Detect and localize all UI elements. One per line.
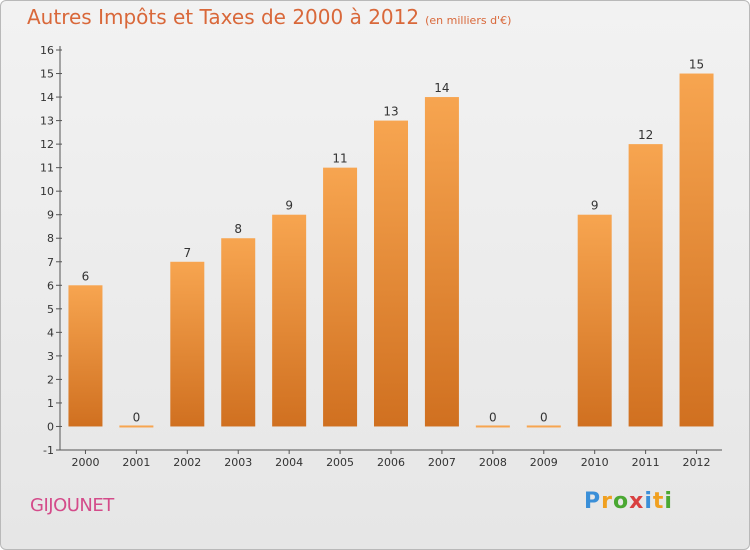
bar[interactable] xyxy=(272,214,307,427)
bar[interactable] xyxy=(119,425,154,428)
y-tick-label: 9 xyxy=(47,209,54,222)
y-tick-label: 16 xyxy=(40,44,54,57)
y-tick-label: 0 xyxy=(47,420,54,433)
commune-name: GIJOUNET xyxy=(30,495,114,516)
data-label: 12 xyxy=(638,128,653,142)
bar[interactable] xyxy=(323,167,358,427)
x-tick-label: 2008 xyxy=(479,456,507,469)
bar[interactable] xyxy=(424,97,459,427)
x-tick-label: 2011 xyxy=(632,456,660,469)
proxiti-logo[interactable]: Proxiti xyxy=(584,489,673,514)
x-tick-label: 2001 xyxy=(122,456,150,469)
x-tick-label: 2003 xyxy=(224,456,252,469)
y-tick-label: -1 xyxy=(43,444,54,457)
data-label: 8 xyxy=(234,222,242,236)
data-label: 13 xyxy=(383,105,398,119)
y-tick-label: 8 xyxy=(47,232,54,245)
y-tick-label: 11 xyxy=(40,162,54,175)
logo-letter: i xyxy=(644,489,653,514)
y-tick-label: 4 xyxy=(47,326,54,339)
data-label: 15 xyxy=(689,58,704,72)
y-tick-label: 3 xyxy=(47,350,54,363)
y-tick-label: 6 xyxy=(47,279,54,292)
y-tick-label: 10 xyxy=(40,185,54,198)
bar[interactable] xyxy=(628,144,663,427)
data-label: 0 xyxy=(133,410,141,424)
bar[interactable] xyxy=(679,73,714,427)
x-tick-label: 2002 xyxy=(173,456,201,469)
logo-letter: t xyxy=(652,489,665,514)
y-tick-label: 14 xyxy=(40,91,54,104)
logo-letter: i xyxy=(664,489,673,514)
x-tick-label: 2000 xyxy=(71,456,99,469)
x-tick-label: 2007 xyxy=(428,456,456,469)
data-label: 9 xyxy=(591,199,599,213)
y-tick-label: 7 xyxy=(47,256,54,269)
x-tick-label: 2004 xyxy=(275,456,303,469)
y-tick-label: 1 xyxy=(47,397,54,410)
x-tick-label: 2009 xyxy=(530,456,558,469)
bar[interactable] xyxy=(374,120,408,427)
x-tick-label: 2006 xyxy=(377,456,405,469)
title-main: Autres Impôts et Taxes de 2000 à 2012 xyxy=(27,5,420,29)
title-unit: (en milliers d'€) xyxy=(425,14,512,27)
logo-letter: r xyxy=(601,489,613,514)
logo-letter: x xyxy=(629,489,645,514)
x-tick-label: 2012 xyxy=(683,456,711,469)
y-tick-label: 12 xyxy=(40,138,54,151)
y-tick-label: 13 xyxy=(40,115,54,128)
data-label: 0 xyxy=(540,410,548,424)
bar[interactable] xyxy=(577,214,612,427)
data-label: 9 xyxy=(285,199,293,213)
data-label: 6 xyxy=(82,269,90,283)
logo-letter: o xyxy=(612,489,630,514)
y-tick-label: 5 xyxy=(47,303,54,316)
x-tick-label: 2010 xyxy=(581,456,609,469)
bar[interactable] xyxy=(526,425,561,428)
x-tick-label: 2005 xyxy=(326,456,354,469)
y-tick-label: 15 xyxy=(40,68,54,81)
bar[interactable] xyxy=(475,425,510,428)
bar[interactable] xyxy=(221,238,256,427)
data-label: 0 xyxy=(489,410,497,424)
chart-title: Autres Impôts et Taxes de 2000 à 2012 (en… xyxy=(27,5,511,29)
bar[interactable] xyxy=(68,285,103,427)
bar[interactable] xyxy=(170,261,205,427)
data-label: 14 xyxy=(434,81,449,95)
data-label: 7 xyxy=(183,246,191,260)
y-tick-label: 2 xyxy=(47,373,54,386)
logo-letter: P xyxy=(584,489,602,514)
data-label: 11 xyxy=(332,152,347,166)
